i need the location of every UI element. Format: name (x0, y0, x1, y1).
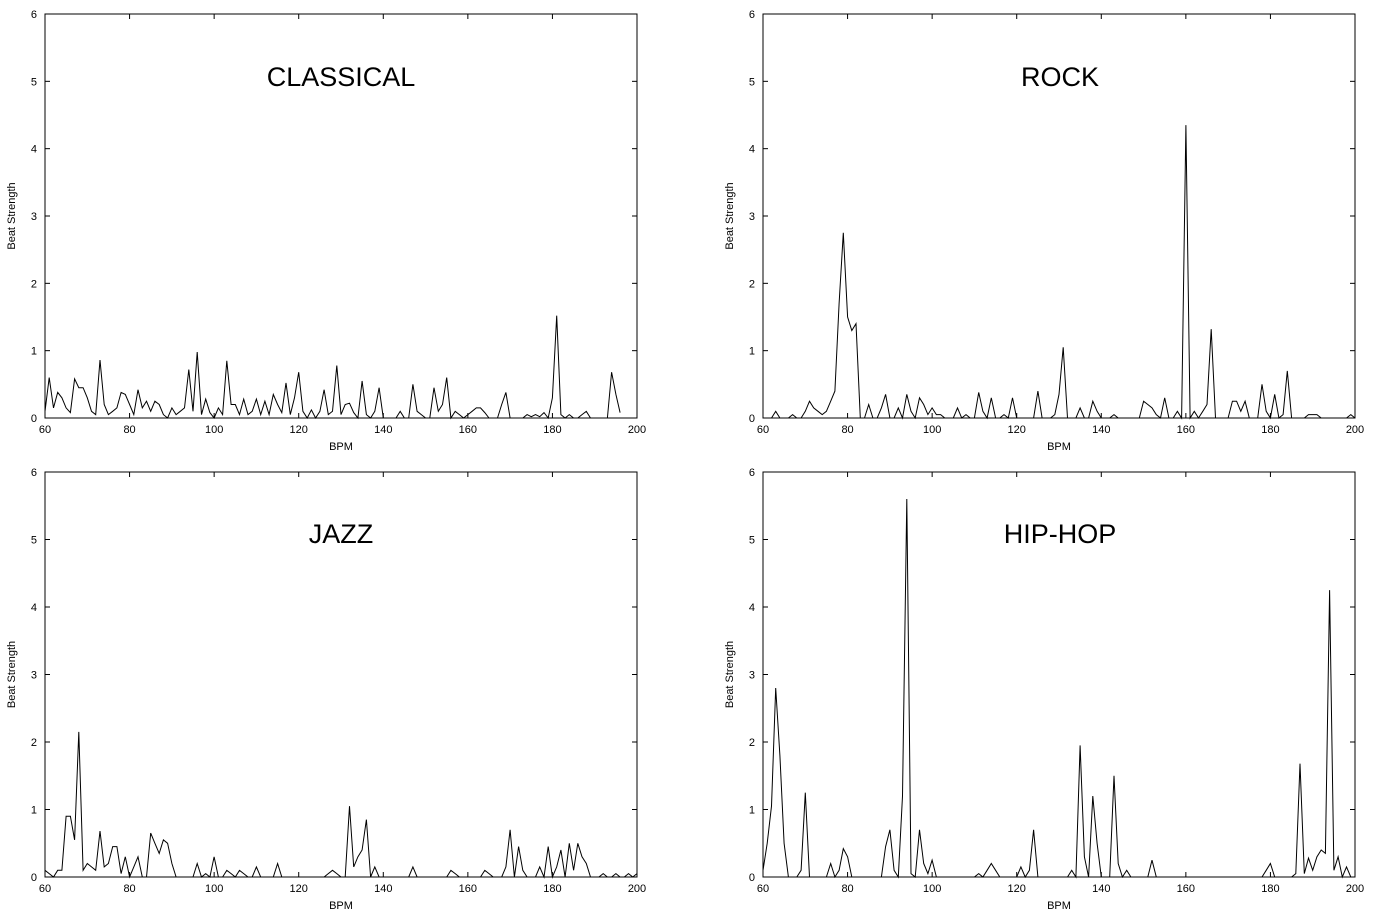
x-tick-label: 140 (1092, 424, 1110, 436)
x-axis-label: BPM (329, 441, 353, 453)
x-tick-label: 140 (1092, 883, 1110, 895)
x-tick-label: 160 (459, 424, 477, 436)
x-tick-label: 60 (39, 424, 51, 436)
y-tick-label: 6 (749, 9, 755, 21)
series-line (44, 731, 638, 879)
x-tick-label: 100 (205, 883, 223, 895)
x-tick-label: 60 (757, 424, 769, 436)
x-tick-label: 100 (923, 883, 941, 895)
x-tick-label: 200 (1346, 883, 1364, 895)
y-tick-label: 0 (31, 413, 37, 425)
chart-title: CLASSICAL (267, 62, 416, 92)
y-tick-label: 1 (31, 346, 37, 358)
series-line (44, 315, 621, 420)
x-tick-label: 160 (1177, 424, 1195, 436)
y-axis-label: Beat Strength (6, 182, 18, 249)
x-tick-label: 200 (628, 883, 646, 895)
x-tick-label: 120 (1008, 424, 1026, 436)
series-line (763, 125, 1356, 420)
x-tick-label: 60 (757, 883, 769, 895)
y-tick-label: 4 (749, 602, 755, 614)
y-axis-label: Beat Strength (724, 182, 736, 249)
y-axis-label: Beat Strength (724, 641, 736, 708)
y-tick-label: 0 (749, 872, 755, 884)
y-tick-label: 2 (31, 737, 37, 749)
x-tick-label: 200 (628, 424, 646, 436)
x-tick-label: 140 (374, 424, 392, 436)
x-tick-label: 80 (841, 424, 853, 436)
x-tick-label: 120 (290, 424, 308, 436)
x-axis-label: BPM (329, 900, 353, 912)
chart-title: JAZZ (309, 519, 374, 549)
x-tick-label: 60 (39, 883, 51, 895)
y-tick-label: 6 (31, 9, 37, 21)
chart-title: HIP-HOP (1004, 519, 1117, 549)
y-tick-label: 2 (749, 737, 755, 749)
y-tick-label: 5 (749, 535, 755, 547)
y-tick-label: 3 (31, 670, 37, 682)
chart-title: ROCK (1021, 62, 1099, 92)
y-tick-label: 4 (749, 144, 755, 156)
x-tick-label: 140 (374, 883, 392, 895)
chart-panel-rock: 60 80 100 120 140 160 180 200 0 1 2 3 4 5 6 BPM Beat Str… (724, 9, 1364, 453)
y-tick-label: 5 (31, 535, 37, 547)
x-tick-label: 80 (123, 424, 135, 436)
x-tick-label: 200 (1346, 424, 1364, 436)
x-tick-label: 80 (123, 883, 135, 895)
x-tick-label: 180 (543, 883, 561, 895)
x-tick-label: 100 (205, 424, 223, 436)
x-axis-label: BPM (1047, 441, 1071, 453)
x-axis-label: BPM (1047, 900, 1071, 912)
x-tick-label: 160 (459, 883, 477, 895)
x-tick-label: 80 (841, 883, 853, 895)
y-tick-label: 5 (31, 76, 37, 88)
y-tick-label: 3 (749, 670, 755, 682)
y-tick-label: 0 (749, 413, 755, 425)
y-tick-label: 6 (31, 467, 37, 479)
y-tick-label: 1 (31, 805, 37, 817)
y-tick-label: 4 (31, 602, 37, 614)
series-line (762, 498, 1355, 879)
x-tick-label: 180 (543, 424, 561, 436)
y-tick-label: 2 (749, 278, 755, 290)
chart-panel-hip-hop: 60 80 100 120 140 160 180 200 0 1 2 3 4 5 6 BPM Beat Str… (724, 467, 1364, 912)
y-tick-label: 3 (749, 211, 755, 223)
y-tick-label: 6 (749, 467, 755, 479)
y-tick-label: 0 (31, 872, 37, 884)
x-tick-label: 160 (1177, 883, 1195, 895)
x-tick-label: 120 (1008, 883, 1026, 895)
chart-panel-jazz: 60 80 100 120 140 160 180 200 0 1 2 3 4 5 6 BPM Beat Str… (6, 467, 646, 912)
chart-panel-classical: 60 80 100 120 140 160 180 200 0 1 2 3 4 5 6 BPM Beat Str… (6, 9, 646, 453)
x-tick-label: 100 (923, 424, 941, 436)
y-tick-label: 4 (31, 144, 37, 156)
y-axis-label: Beat Strength (6, 641, 18, 708)
y-tick-label: 1 (749, 805, 755, 817)
x-tick-label: 180 (1261, 424, 1279, 436)
y-tick-label: 1 (749, 346, 755, 358)
x-tick-label: 180 (1261, 883, 1279, 895)
y-tick-label: 5 (749, 76, 755, 88)
x-tick-label: 120 (290, 883, 308, 895)
y-tick-label: 2 (31, 278, 37, 290)
y-tick-label: 3 (31, 211, 37, 223)
